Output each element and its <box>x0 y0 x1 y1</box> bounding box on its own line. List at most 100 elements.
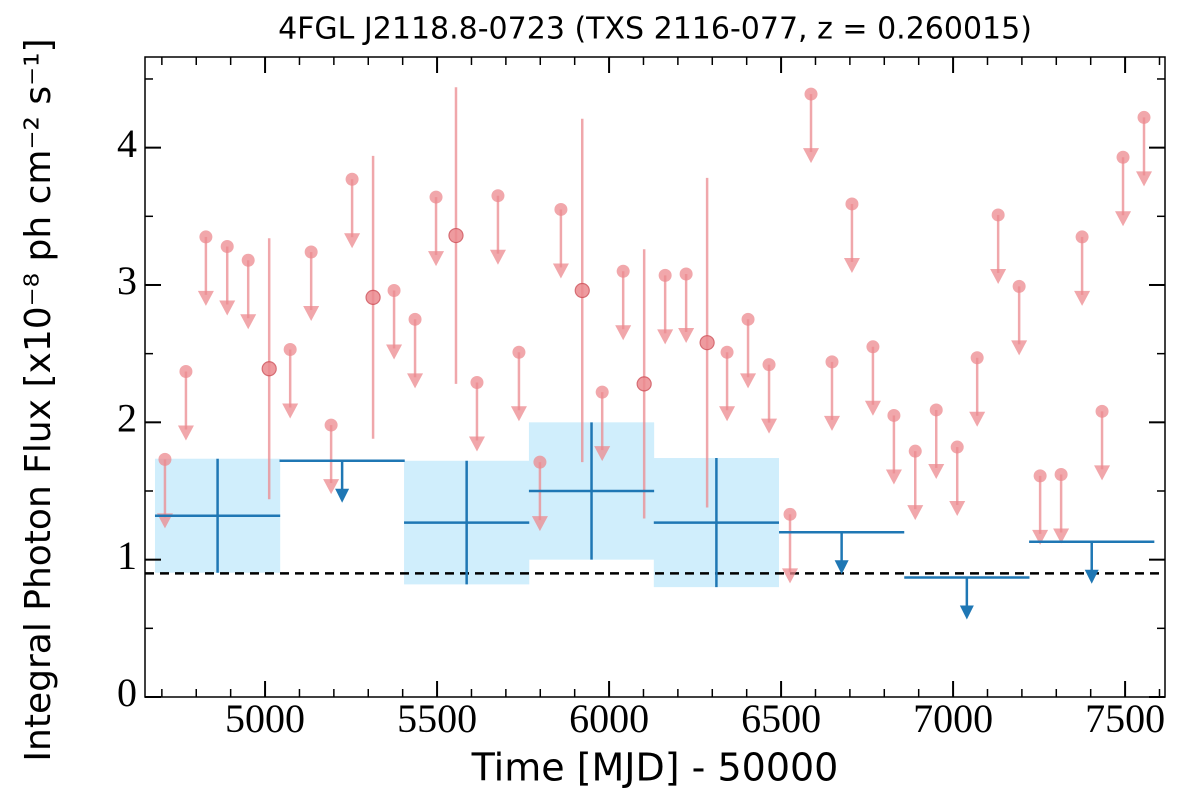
point <box>679 267 693 281</box>
x-tick-label: 7000 <box>913 696 993 741</box>
upper-limit-head <box>177 425 194 441</box>
point <box>804 87 818 101</box>
upper-limit-head <box>1115 211 1132 227</box>
point <box>908 444 922 458</box>
point <box>1095 404 1109 418</box>
upper-limit-head <box>1094 465 1111 481</box>
point <box>241 253 255 267</box>
upper-limit-head <box>1011 340 1028 356</box>
upper-limit-head <box>761 418 778 434</box>
point <box>1033 469 1047 483</box>
point <box>616 264 630 278</box>
point <box>595 385 609 399</box>
upper-limit-head <box>834 560 849 575</box>
upper-limit-head <box>864 400 881 416</box>
upper-limit-head <box>823 415 840 431</box>
point <box>199 230 213 244</box>
point <box>929 403 943 417</box>
point <box>261 361 277 377</box>
upper-limit-head <box>344 233 361 249</box>
upper-limit-head <box>489 249 506 265</box>
upper-limit-head <box>468 436 485 452</box>
upper-limit-head <box>803 148 820 164</box>
upper-limit-head <box>335 488 350 503</box>
upper-limit-head <box>386 344 403 360</box>
upper-limit-head <box>510 406 527 422</box>
upper-limit-head <box>843 257 860 273</box>
point <box>699 335 715 351</box>
point <box>304 245 318 259</box>
upper-limit-head <box>407 373 424 389</box>
point <box>470 375 484 389</box>
upper-limit-head <box>240 314 257 330</box>
point <box>720 345 734 359</box>
y-tick-label: 3 <box>117 258 137 303</box>
point <box>365 289 381 305</box>
point <box>448 227 464 244</box>
x-tick-label: 5000 <box>225 696 305 741</box>
point <box>991 208 1005 222</box>
y-tick-label: 1 <box>117 533 137 578</box>
point <box>970 351 984 365</box>
upper-limit-head <box>1053 528 1070 544</box>
x-tick-label: 5500 <box>397 696 477 741</box>
upper-limit-head <box>1136 171 1153 187</box>
point <box>1012 279 1026 293</box>
upper-limit-head <box>323 479 340 495</box>
upper-limit-head <box>969 411 986 427</box>
upper-limit-head <box>303 306 320 322</box>
point <box>950 440 964 454</box>
upper-limit-head <box>1074 290 1091 306</box>
point <box>408 312 422 326</box>
upper-limit-head <box>928 463 945 479</box>
upper-limit-head <box>782 568 799 584</box>
point <box>158 452 172 466</box>
x-tick-label: 7500 <box>1085 696 1165 741</box>
point <box>387 283 401 297</box>
point <box>324 418 338 432</box>
upper-limit-head <box>594 446 611 462</box>
point <box>512 345 526 359</box>
upper-limit-head <box>428 251 445 267</box>
upper-limit-head <box>990 268 1007 284</box>
point <box>825 355 839 369</box>
point <box>845 197 859 211</box>
y-tick-label: 4 <box>117 121 137 166</box>
upper-limit-head <box>1084 569 1099 584</box>
point <box>533 455 547 469</box>
x-axis-label: Time [MJD] - 50000 <box>471 746 839 790</box>
upper-limit-head <box>678 327 695 343</box>
upper-limit-head <box>552 263 569 279</box>
upper-limit-head <box>959 605 974 620</box>
point <box>658 268 672 282</box>
upper-limit-head <box>219 300 236 316</box>
upper-limit-head <box>1032 529 1049 545</box>
point <box>887 408 901 422</box>
point <box>554 202 568 216</box>
y-tick-label: 0 <box>117 670 137 715</box>
plot-frame <box>144 56 1166 698</box>
upper-limit-head <box>885 469 902 485</box>
point <box>283 343 297 357</box>
upper-limit-head <box>740 373 757 389</box>
upper-limit-head <box>282 403 299 419</box>
upper-limit-head <box>156 513 173 529</box>
point <box>1116 150 1130 164</box>
upper-limit-head <box>615 325 632 341</box>
x-tick-label: 6500 <box>741 696 821 741</box>
upper-limit-head <box>531 516 548 532</box>
upper-limit-head <box>907 505 924 521</box>
point <box>1137 110 1151 124</box>
point <box>491 189 505 203</box>
point <box>574 282 590 299</box>
point <box>1054 468 1068 482</box>
y-axis-label: Integral Photon Flux [x10⁻⁸ ph cm⁻² s⁻¹] <box>18 38 59 761</box>
point <box>866 340 880 354</box>
upper-limit-head <box>657 329 674 345</box>
point <box>762 358 776 372</box>
point <box>783 507 797 521</box>
x-tick-label: 6000 <box>569 696 649 741</box>
y-tick-label: 2 <box>117 395 137 440</box>
point <box>429 190 443 204</box>
upper-limit-head <box>949 501 966 517</box>
